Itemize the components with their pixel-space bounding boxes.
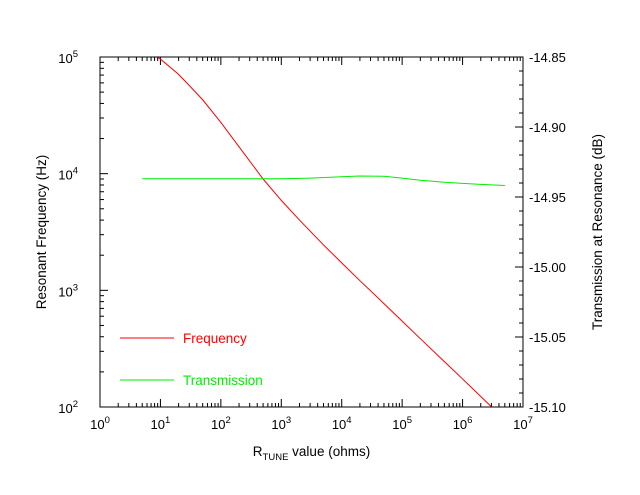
x-tick-label: 106 bbox=[453, 415, 473, 432]
x-tick-label: 104 bbox=[332, 415, 352, 432]
left-tick-label: 105 bbox=[58, 49, 78, 66]
series-line-transmission bbox=[142, 175, 505, 187]
right-tick-label: -15.05 bbox=[529, 330, 566, 345]
left-axis-title: Resonant Frequency (Hz) bbox=[34, 155, 49, 310]
right-tick-label: -14.85 bbox=[529, 50, 566, 65]
x-ticks: 100 101 102 103 104 105 106 107 bbox=[90, 57, 533, 432]
right-tick-label: -14.90 bbox=[529, 120, 566, 135]
right-tick-label: -15.00 bbox=[529, 260, 566, 275]
legend-label-transmission: Transmission bbox=[183, 373, 263, 388]
x-axis-title-suffix: value (ohms) bbox=[288, 444, 370, 459]
plot-frame bbox=[99, 56, 524, 408]
x-axis-title-subscript: TUNE bbox=[263, 452, 289, 463]
plot-series bbox=[142, 57, 505, 407]
legend-label-frequency: Frequency bbox=[183, 331, 247, 346]
legend: Frequency Transmission bbox=[120, 331, 263, 388]
x-tick-label: 105 bbox=[392, 415, 412, 432]
right-ticks: -14.85 -14.90 -14.95 -15.00 -15.05 -15.10 bbox=[515, 50, 566, 415]
x-axis-title-prefix: R bbox=[253, 444, 263, 459]
x-axis-title: RTUNE value (ohms) bbox=[253, 444, 370, 463]
left-tick-label: 103 bbox=[58, 282, 78, 299]
x-tick-label: 102 bbox=[211, 415, 231, 432]
x-tick-label: 103 bbox=[271, 415, 291, 432]
x-tick-label: 107 bbox=[513, 415, 533, 432]
left-ticks: 102 103 104 105 bbox=[58, 49, 108, 416]
x-tick-label: 101 bbox=[151, 415, 171, 432]
left-tick-label: 104 bbox=[58, 166, 78, 183]
x-tick-label: 100 bbox=[90, 415, 110, 432]
right-tick-label: -14.95 bbox=[529, 190, 566, 205]
series-line-frequency bbox=[155, 57, 493, 407]
right-axis-title: Transmission at Resonance (dB) bbox=[590, 134, 605, 330]
right-tick-label: -15.10 bbox=[529, 400, 566, 415]
left-tick-label: 102 bbox=[58, 399, 78, 416]
